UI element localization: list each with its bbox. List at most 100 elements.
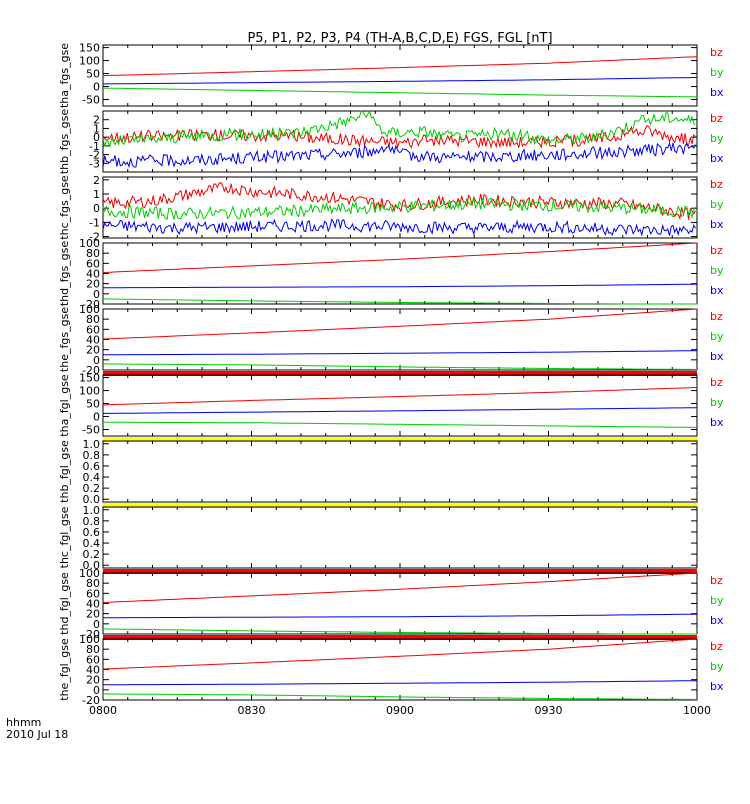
y-tick-label: 0.8 (83, 449, 101, 462)
time-axis-date: 2010 Jul 18 (6, 728, 68, 741)
series-bx-line (102, 680, 698, 686)
legend-bz: bz (710, 310, 723, 323)
panel-thc_fgs_gse: 210-1 -2 thc_fgs_gse bz by bx (58, 174, 724, 244)
y-tick-label: 0 (93, 288, 100, 301)
series-bz-line (102, 308, 698, 340)
panel-frame (102, 638, 698, 701)
series-bx-line (102, 350, 698, 356)
legend-by: by (710, 330, 724, 343)
chart-title: P5, P1, P2, P3, P4 (TH-A,B,C,D,E) FGS, F… (247, 31, 552, 46)
legend-bx: bx (710, 86, 724, 99)
y-tick-label: 100 (79, 567, 100, 580)
panel-ylabel: thc_fgl_gse (58, 506, 71, 568)
legend-bx: bx (710, 350, 724, 363)
y-tick-label: 1.0 (83, 438, 101, 451)
y-tick-label: -20 (82, 364, 100, 377)
legend-by: by (710, 198, 724, 211)
panel-thc_fgl_gse: 1.00.80.60.40.20.0 thc_fgl_gse (58, 504, 698, 574)
y-tick-label: 0.0 (83, 559, 101, 572)
series-bx-line (103, 76, 698, 85)
y-tick-label: 0 (93, 131, 100, 144)
legend-bz: bz (710, 178, 723, 191)
y-tick-label: 80 (86, 577, 100, 590)
legend-by: by (710, 594, 724, 607)
series-bz-line (102, 56, 698, 77)
legend-bx: bx (710, 284, 724, 297)
y-tick-label: 50 (86, 68, 100, 81)
status-bar (103, 437, 697, 442)
legend-by: by (710, 660, 724, 673)
status-bar (103, 569, 697, 574)
y-tick-label: 100 (79, 385, 100, 398)
legend-bz: bz (710, 244, 723, 257)
y-tick-label: -20 (82, 628, 100, 641)
y-tick-label: 50 (86, 398, 100, 411)
series-bx-line (103, 283, 698, 289)
series-bx-line (102, 141, 696, 169)
y-tick-label: 0 (93, 411, 100, 424)
y-tick-label: 0.4 (83, 537, 101, 550)
y-tick-label: 20 (86, 608, 100, 621)
legend-bz: bz (710, 376, 723, 389)
y-tick-label: 80 (86, 313, 100, 326)
y-tick-label: 0 (93, 202, 100, 215)
legend-bx: bx (710, 218, 724, 231)
y-tick-label: 0.6 (83, 526, 101, 539)
time-axis-label: hhmm (6, 716, 41, 729)
legend-by: by (710, 264, 724, 277)
panel-ylabel: the_fgs_gse (58, 307, 71, 372)
y-tick-label: 60 (86, 257, 100, 270)
y-tick-label: -2 (89, 231, 100, 244)
y-tick-label: 2 (93, 174, 100, 187)
panel-ylabel: thb_fgs_gse (58, 109, 71, 175)
panel-thb_fgs_gse: 210-1-2-3 thb_fgs_gse bz by bx (58, 109, 724, 175)
panel-frame (102, 44, 698, 107)
y-tick-label: 40 (86, 664, 100, 677)
y-tick-label: 100 (79, 237, 100, 250)
legend-bz: bz (710, 640, 723, 653)
y-tick-label: 0 (93, 684, 100, 697)
series-by-line (102, 196, 696, 221)
series-bx-line (102, 218, 696, 237)
panel-frame (102, 506, 698, 569)
y-tick-label: 1 (93, 188, 100, 201)
panel-ylabel: thd_fgl_gse (58, 572, 71, 635)
y-tick-label: 0.2 (83, 548, 101, 561)
status-bar (103, 635, 697, 640)
status-bar (103, 371, 697, 376)
legend-by: by (710, 396, 724, 409)
y-tick-label: -20 (82, 298, 100, 311)
y-tick-label: 100 (79, 633, 100, 646)
panel-ylabel: thc_fgs_gse (58, 175, 71, 240)
y-tick-label: -1 (89, 216, 100, 229)
panel-frame (102, 572, 698, 635)
y-tick-label: 150 (79, 42, 100, 55)
y-tick-label: 20 (86, 674, 100, 687)
y-tick-label: 60 (86, 653, 100, 666)
y-tick-label: 1 (93, 122, 100, 135)
y-tick-label: 40 (86, 598, 100, 611)
panel-frame (102, 440, 698, 503)
series-bz-line (102, 638, 698, 670)
series-bz-line (102, 387, 698, 406)
panel-ylabel: tha_fgl_gse (58, 374, 71, 437)
series-bz-line (102, 124, 696, 149)
series-by-line (102, 110, 696, 149)
y-tick-label: 100 (79, 55, 100, 68)
legend-bx: bx (710, 680, 724, 693)
time-tick-label: 0830 (238, 704, 266, 717)
y-tick-label: -50 (82, 94, 100, 107)
panel-thb_fgl_gse: 1.00.80.60.40.20.0 thb_fgl_gse (58, 438, 698, 508)
panel-frame (102, 308, 698, 371)
time-tick-label: 0930 (535, 704, 563, 717)
time-axis: 0800 0830 0900 0930 1000 (89, 704, 711, 717)
series-by-line (102, 87, 698, 98)
legend-bx: bx (710, 152, 724, 165)
legend-bz: bz (710, 574, 723, 587)
y-tick-label: 150 (79, 372, 100, 385)
